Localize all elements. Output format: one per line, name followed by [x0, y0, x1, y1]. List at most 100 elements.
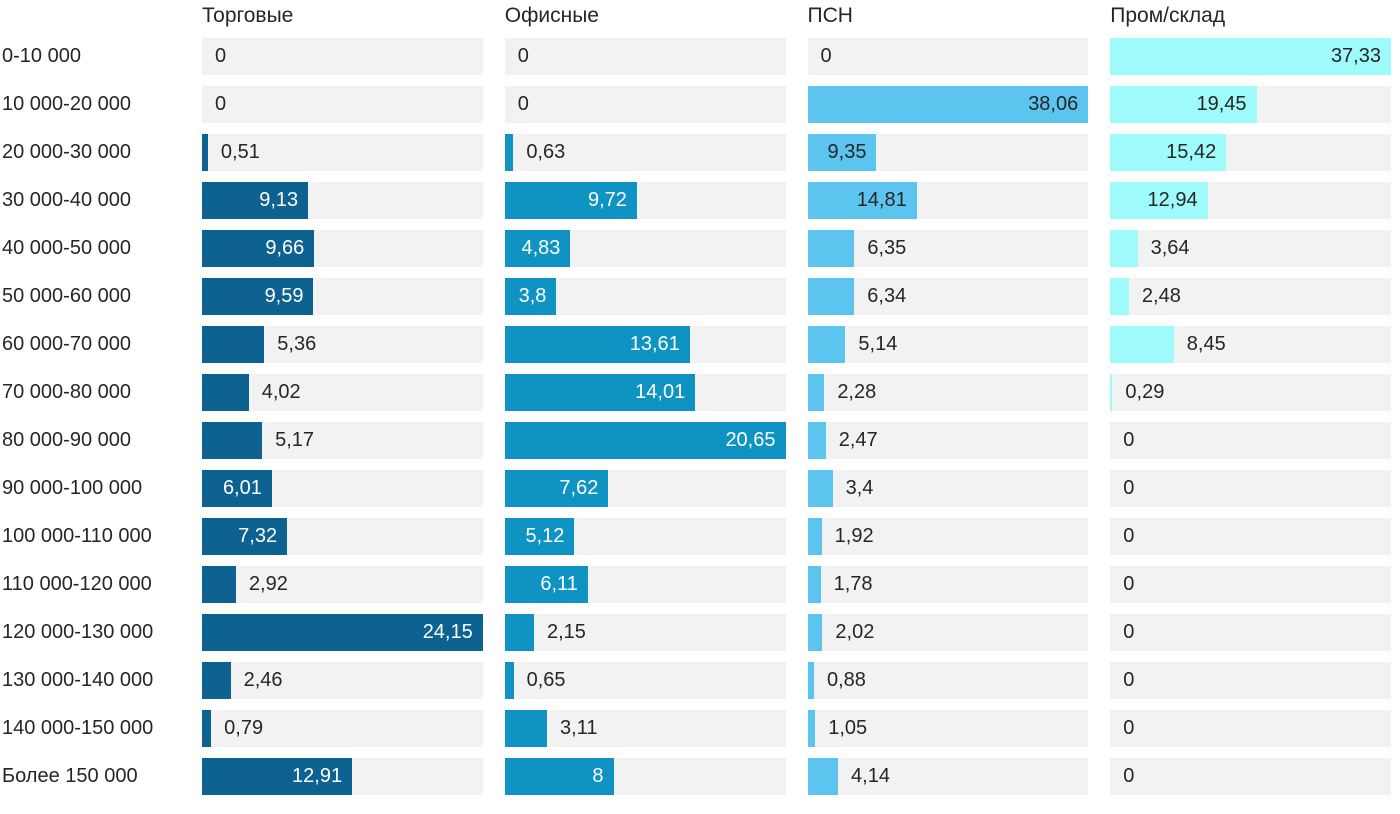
bar-fill	[807, 326, 846, 363]
bar-value-label: 2,47	[838, 429, 878, 451]
bar-track: 3,4	[807, 470, 1089, 507]
bar-fill	[807, 710, 816, 747]
bar-track: 15,42	[1110, 134, 1391, 171]
series-header-ofisnye: Офисные	[504, 4, 599, 27]
bar-value-label: 0	[215, 93, 227, 115]
bar-value-label: 0	[1123, 621, 1135, 643]
bar-fill	[504, 710, 548, 747]
bar-value-label: 3,11	[560, 717, 598, 739]
row-label: 20 000-30 000	[2, 141, 132, 163]
bar-fill	[202, 182, 309, 219]
bar-track: 2,92	[202, 566, 483, 603]
chart-row: 80 000-90 000 5,17 20,65 2,47 0	[0, 422, 1391, 459]
bar-track: 0	[1110, 470, 1391, 507]
bar-track: 12,94	[1110, 182, 1391, 219]
bar-value-label: 19,45	[1196, 93, 1247, 115]
bar-track: 1,92	[807, 518, 1089, 555]
bar-value-label: 2,15	[546, 621, 586, 643]
bar-fill	[1110, 326, 1174, 363]
bar-fill	[202, 230, 315, 267]
bar-track: 7,62	[504, 470, 786, 507]
chart-row: Более 150 000 12,91 8 4,14 0	[0, 758, 1391, 795]
bar-fill	[807, 470, 833, 507]
bar-value-label: 5,12	[525, 525, 565, 547]
bar-value-label: 12,94	[1147, 189, 1198, 211]
bar-track: 3,8	[504, 278, 786, 315]
bar-track: 3,64	[1110, 230, 1391, 267]
label-column-spacer	[0, 3, 202, 28]
bar-value-label: 1,92	[834, 525, 874, 547]
bar-track: 37,33	[1110, 38, 1391, 75]
row-label: 40 000-50 000	[2, 237, 132, 259]
bar-fill	[202, 710, 212, 747]
bar-value-label: 0	[517, 93, 529, 115]
chart-header-row: Торговые Офисные ПСН Пром/склад	[0, 3, 1391, 28]
row-label: 70 000-80 000	[2, 381, 132, 403]
bar-track: 1,78	[807, 566, 1089, 603]
row-label: 140 000-150 000	[2, 717, 154, 739]
chart-row: 90 000-100 000 6,01 7,62 3,4 0	[0, 470, 1391, 507]
bar-value-label: 0,51	[220, 141, 260, 163]
bar-fill	[1110, 278, 1129, 315]
chart-row: 60 000-70 000 5,36 13,61 5,14 8,45	[0, 326, 1391, 363]
bar-value-label: 5,14	[858, 333, 898, 355]
bar-track: 0	[1110, 758, 1391, 795]
bar-fill	[504, 278, 557, 315]
bar-track: 24,15	[202, 614, 483, 651]
bar-track: 14,01	[504, 374, 786, 411]
bar-fill	[807, 374, 825, 411]
chart-row: 20 000-30 000 0,51 0,63 9,35 15,42	[0, 134, 1391, 171]
bar-value-label: 0	[1123, 573, 1135, 595]
row-label: 30 000-40 000	[2, 189, 132, 211]
bar-value-label: 9,66	[265, 237, 305, 259]
row-label: 60 000-70 000	[2, 333, 132, 355]
bar-value-label: 0	[1123, 765, 1135, 787]
bar-track: 0	[1110, 422, 1391, 459]
bar-track: 0,63	[504, 134, 786, 171]
bar-value-label: 4,14	[851, 765, 890, 787]
chart-row: 50 000-60 000 9,59 3,8 6,34 2,48	[0, 278, 1391, 315]
bar-value-label: 0,65	[526, 669, 566, 691]
bar-fill	[807, 278, 855, 315]
row-label: 120 000-130 000	[2, 621, 154, 643]
bar-value-label: 2,02	[835, 621, 875, 643]
bar-fill	[504, 566, 588, 603]
bar-fill	[807, 662, 814, 699]
bar-track: 9,35	[807, 134, 1089, 171]
bar-fill	[202, 662, 231, 699]
chart-row: 140 000-150 000 0,79 3,11 1,05 0	[0, 710, 1391, 747]
bar-fill	[1110, 182, 1208, 219]
bar-fill	[504, 614, 534, 651]
bar-value-label: 2,92	[248, 573, 288, 595]
series-header-prom-sklad: Пром/склад	[1110, 4, 1226, 27]
bar-value-label: 38,06	[1028, 93, 1079, 115]
bar-track: 9,66	[202, 230, 483, 267]
bar-fill	[1110, 230, 1138, 267]
bar-value-label: 6,34	[867, 285, 907, 307]
bar-value-label: 5,17	[275, 429, 315, 451]
bar-track: 8,45	[1110, 326, 1391, 363]
bar-track: 0	[202, 86, 483, 123]
bar-fill	[1110, 134, 1227, 171]
bar-value-label: 0	[517, 45, 529, 67]
bar-value-label: 7,32	[238, 525, 278, 547]
bar-fill	[202, 518, 288, 555]
bar-value-label: 0	[1123, 669, 1135, 691]
bar-value-label: 5,36	[277, 333, 317, 355]
chart-row: 120 000-130 000 24,15 2,15 2,02 0	[0, 614, 1391, 651]
bar-fill	[504, 470, 609, 507]
bar-value-label: 1,78	[833, 573, 873, 595]
bar-track: 9,72	[504, 182, 786, 219]
bar-track: 9,13	[202, 182, 483, 219]
bar-value-label: 2,46	[243, 669, 283, 691]
row-label: 100 000-110 000	[2, 525, 152, 547]
bar-value-label: 0,63	[526, 141, 566, 163]
bar-value-label: 4,83	[521, 237, 561, 259]
bar-track: 1,05	[807, 710, 1089, 747]
bar-track: 6,11	[504, 566, 786, 603]
bar-track: 14,81	[807, 182, 1089, 219]
row-label: 0-10 000	[2, 45, 81, 67]
bar-value-label: 3,8	[518, 285, 547, 307]
bar-value-label: 4,02	[261, 381, 301, 403]
